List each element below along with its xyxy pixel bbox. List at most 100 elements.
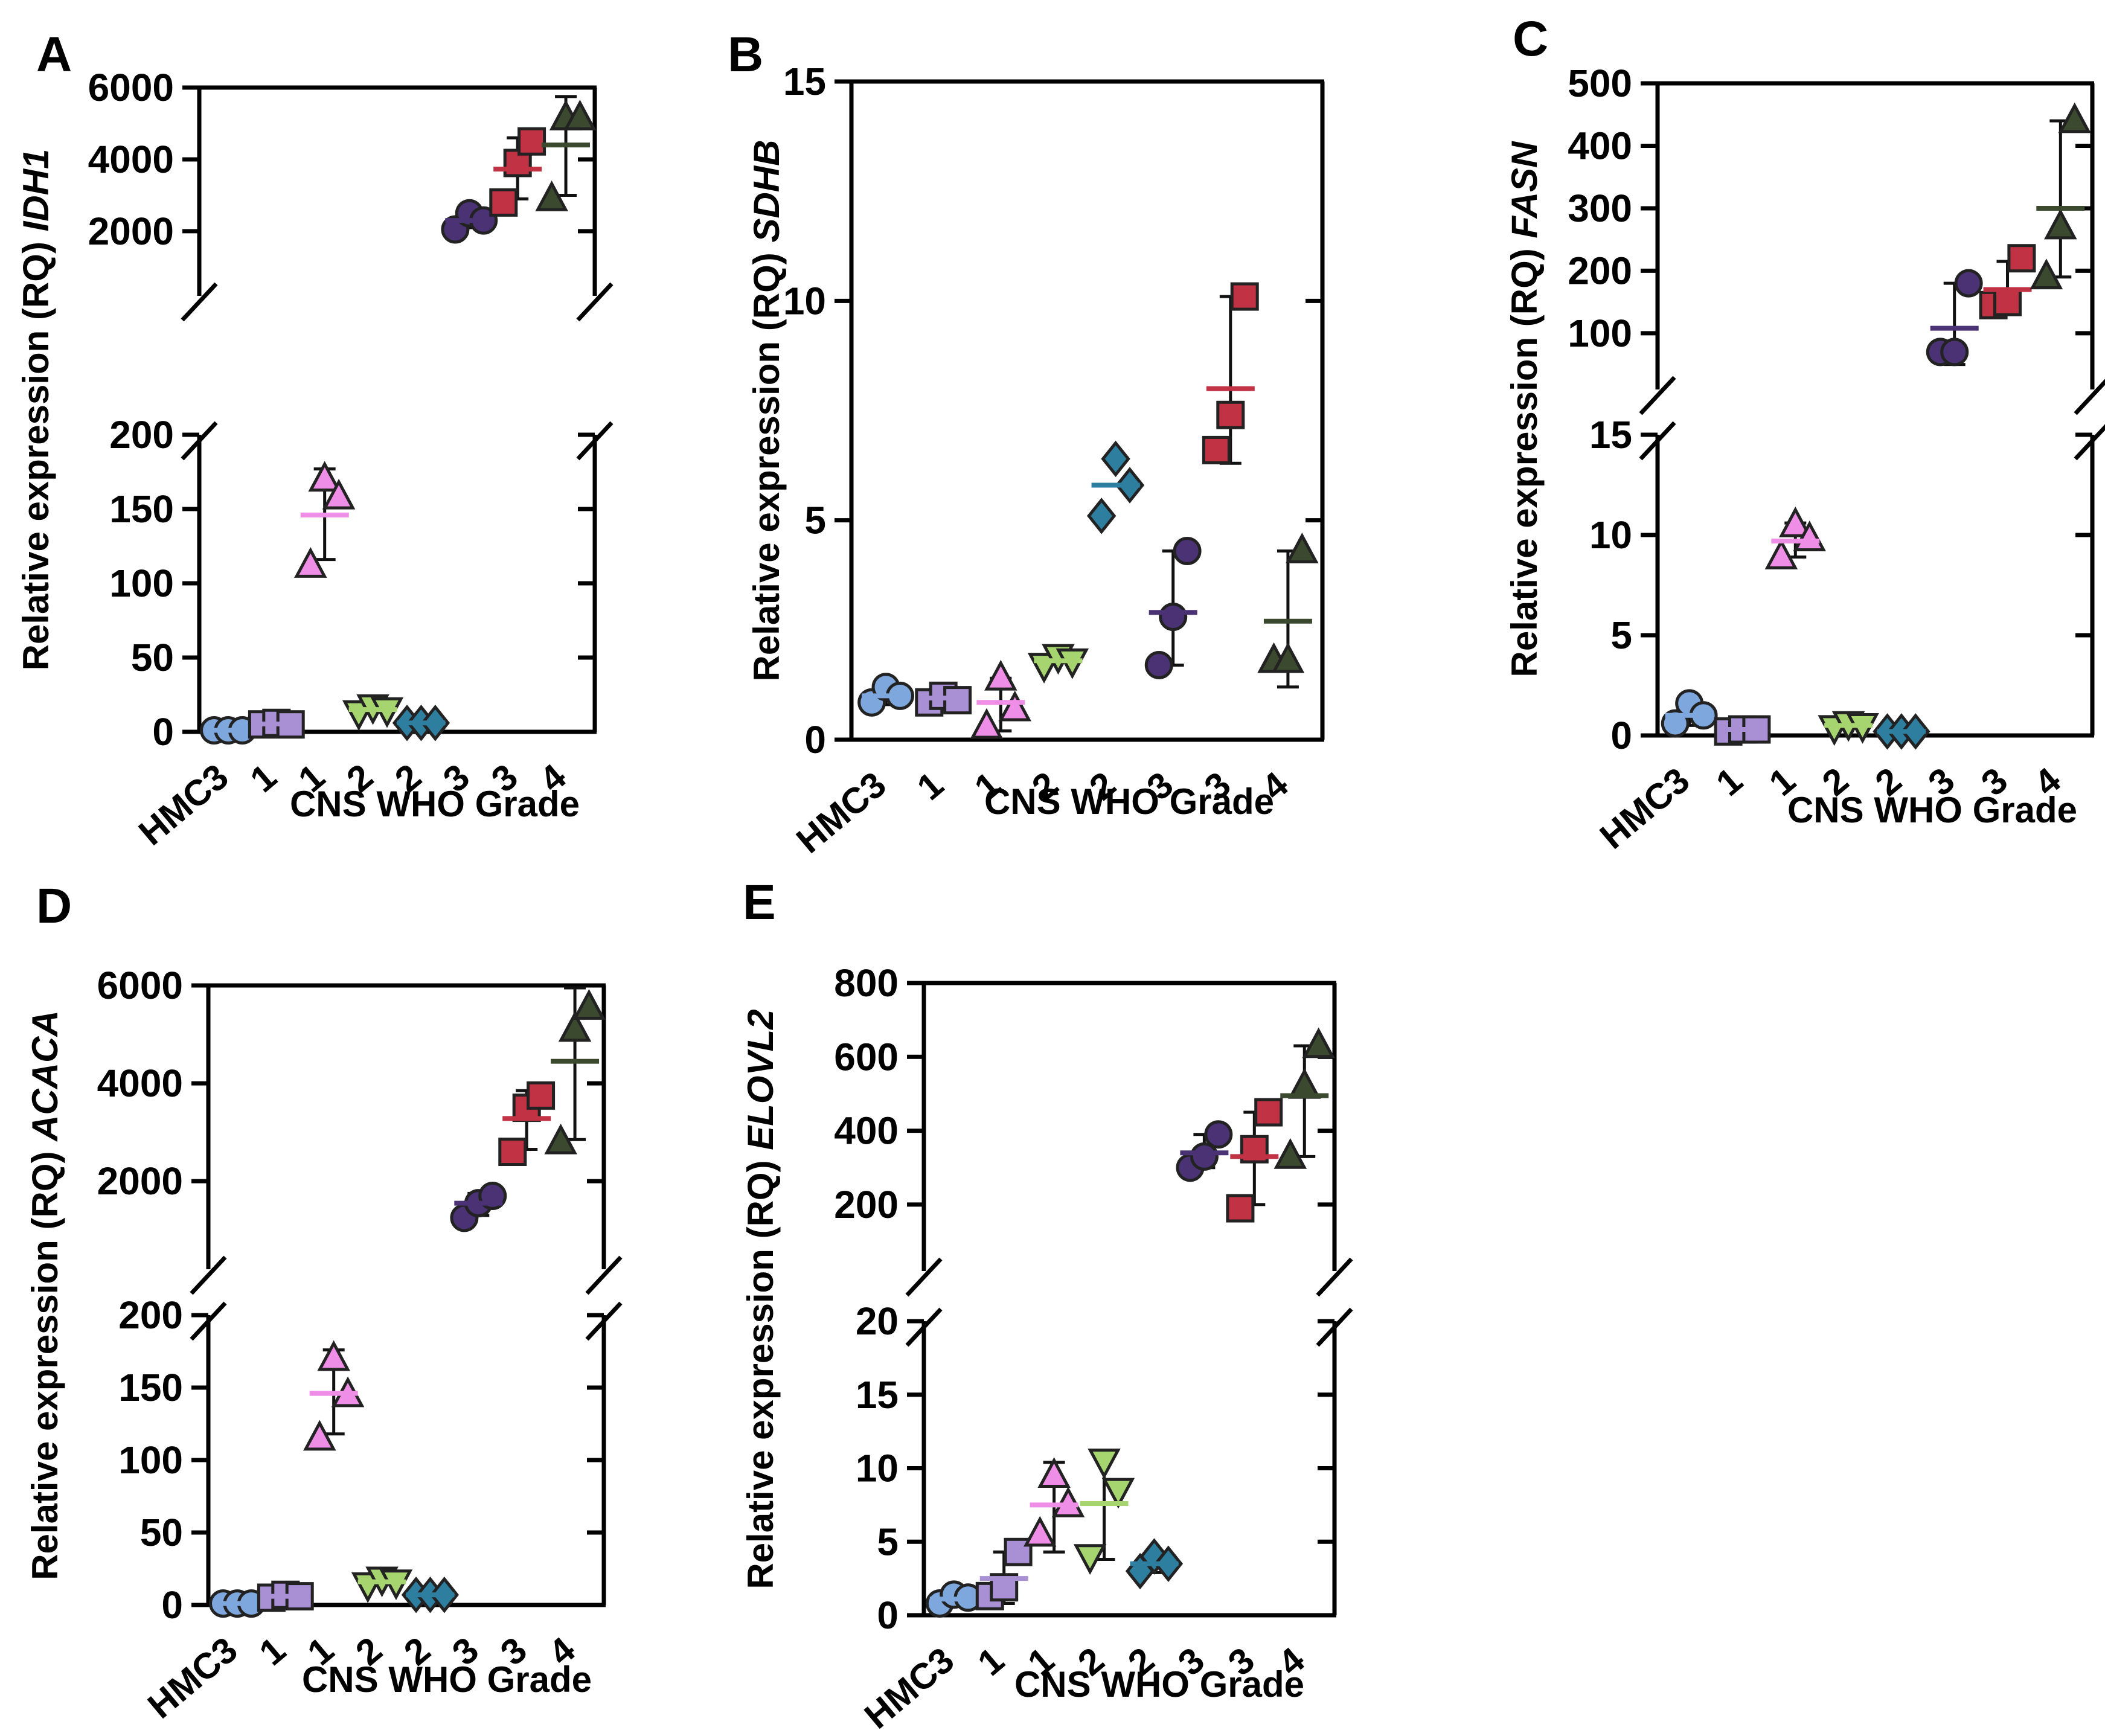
panel-letter: D xyxy=(36,879,72,934)
data-point xyxy=(1274,1138,1307,1169)
x-axis-label: CNS WHO Grade xyxy=(984,781,1274,822)
x-category-label: HMC3 xyxy=(857,1639,961,1736)
y-tick-label: 15 xyxy=(856,1373,899,1417)
y-axis-label: Relative expression (RQ) ELOVL2 xyxy=(740,1009,781,1589)
series-6-square xyxy=(1202,282,1259,465)
y-tick-label: 10 xyxy=(783,279,826,322)
series-3-triangle-down xyxy=(342,694,404,731)
data-point xyxy=(1764,539,1798,569)
y-tick-label: 15 xyxy=(783,60,826,103)
single-axis: 0 5 10 15 xyxy=(783,60,1325,761)
y-tick-label: 150 xyxy=(109,487,174,531)
data-point xyxy=(1954,269,1983,298)
series-2-triangle xyxy=(1764,506,1826,569)
series-0-circle xyxy=(209,1589,266,1618)
y-tick-label: 150 xyxy=(118,1366,183,1409)
data-point xyxy=(1144,650,1173,679)
upper-axis: 100 200 300 400 500 xyxy=(1568,62,2095,389)
y-tick-label: 600 xyxy=(834,1035,899,1078)
y-tick-label: 0 xyxy=(877,1593,899,1637)
series-3-triangle-down xyxy=(1818,711,1879,746)
y-tick-label: 15 xyxy=(1589,413,1632,456)
x-category-label: HMC3 xyxy=(131,756,235,853)
y-tick-label: 300 xyxy=(1568,187,1632,230)
lower-axis: 0 5 10 15 xyxy=(1589,413,2095,757)
series-6-square xyxy=(1226,1098,1283,1223)
axis-break-mark xyxy=(190,1301,227,1341)
data-point xyxy=(1004,1537,1033,1566)
axis-break-mark xyxy=(2074,424,2105,461)
data-point xyxy=(1088,1448,1121,1479)
series-0-circle xyxy=(857,673,914,717)
x-axis-label: CNS WHO Grade xyxy=(302,1659,592,1700)
y-tick-label: 400 xyxy=(834,1109,899,1153)
y-tick-label: 200 xyxy=(1568,249,1632,292)
data-point xyxy=(1101,1478,1135,1509)
data-point xyxy=(317,1340,350,1371)
y-tick-label: 200 xyxy=(109,413,174,456)
data-point xyxy=(1023,1516,1057,1547)
y-tick-label: 200 xyxy=(834,1183,899,1226)
data-point xyxy=(498,1138,527,1167)
data-point xyxy=(527,1081,556,1110)
series-6-square xyxy=(498,1081,556,1167)
axis-break-mark xyxy=(576,282,614,322)
panel-letter: C xyxy=(1513,11,1548,66)
data-point xyxy=(1226,1194,1255,1223)
data-point xyxy=(322,478,356,510)
data-point xyxy=(2030,258,2063,290)
y-axis-label: Relative expression (RQ) SDHB xyxy=(746,140,787,682)
series-4-diamond xyxy=(1873,713,1930,750)
x-category-label: HMC3 xyxy=(1592,760,1697,857)
y-tick-label: 0 xyxy=(804,718,826,761)
series-2-triangle xyxy=(294,461,356,578)
axis-break-mark xyxy=(585,1255,623,1295)
data-point xyxy=(1230,282,1259,311)
series-5-circle xyxy=(1176,1120,1233,1182)
series-0-circle xyxy=(925,1580,982,1618)
y-tick-label: 4000 xyxy=(97,1062,183,1105)
series-3-triangle-down xyxy=(1073,1448,1135,1575)
y-tick-label: 0 xyxy=(1610,714,1632,757)
y-tick-label: 5 xyxy=(804,499,826,542)
data-point xyxy=(1993,287,2022,316)
x-category-label: HMC3 xyxy=(140,1629,245,1726)
data-point xyxy=(294,546,327,578)
lower-axis: 0 50 100 150 200 xyxy=(118,1293,606,1627)
data-point xyxy=(1940,338,1969,367)
data-point xyxy=(984,659,1017,691)
data-point xyxy=(489,188,518,217)
data-point xyxy=(1159,603,1188,632)
axis-break-mark xyxy=(1316,1257,1353,1297)
series-2-triangle xyxy=(303,1340,365,1451)
data-point xyxy=(998,690,1031,722)
axis-break-mark xyxy=(585,1301,623,1341)
y-tick-label: 50 xyxy=(131,636,174,679)
y-tick-label: 6000 xyxy=(97,964,183,1007)
y-tick-label: 500 xyxy=(1568,62,1632,105)
series-5-circle xyxy=(1926,269,1983,367)
y-tick-label: 100 xyxy=(1568,312,1632,355)
series-4-diamond xyxy=(401,1576,460,1613)
y-tick-label: 800 xyxy=(834,961,899,1005)
axis-break-mark xyxy=(1316,1307,1353,1347)
data-point xyxy=(1037,1457,1071,1488)
series-7-triangle xyxy=(544,986,606,1155)
data-point xyxy=(563,100,597,130)
series-4-diamond xyxy=(392,704,450,741)
series-5-circle xyxy=(1144,537,1202,679)
y-tick-label: 10 xyxy=(856,1447,899,1490)
series-5-circle xyxy=(450,1181,507,1232)
series-4-diamond xyxy=(1086,440,1145,534)
data-point xyxy=(1086,498,1117,534)
data-point xyxy=(1173,537,1202,566)
axis-break-mark xyxy=(2074,379,2105,415)
upper-axis: 2000 4000 6000 xyxy=(97,964,606,1269)
series-1-square xyxy=(915,681,972,717)
lower-axis: 0 5 10 15 20 xyxy=(856,1299,1337,1637)
series-1-square xyxy=(975,1537,1033,1610)
data-point xyxy=(2007,244,2036,273)
